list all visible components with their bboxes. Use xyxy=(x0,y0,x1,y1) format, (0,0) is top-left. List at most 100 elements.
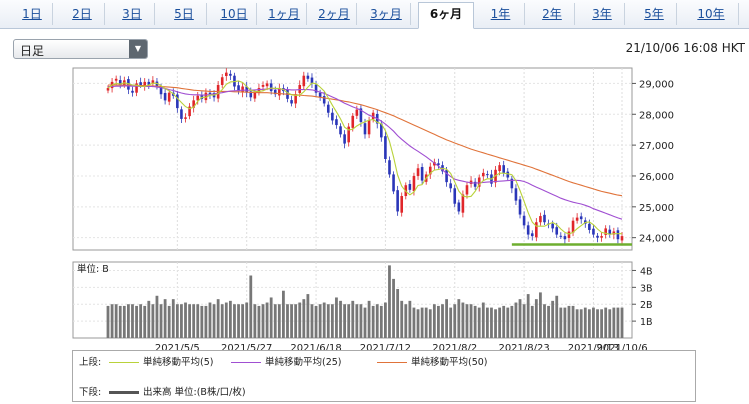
volume-bar xyxy=(465,304,469,338)
vy-tick-label: 1B xyxy=(640,317,653,328)
volume-bar xyxy=(604,307,608,338)
candle-body xyxy=(559,235,563,237)
vy-tick-label: 3B xyxy=(640,283,653,294)
volume-bar xyxy=(498,307,502,338)
candle-body xyxy=(543,214,546,223)
tab-4[interactable]: 10日 xyxy=(212,3,257,25)
volume-bar xyxy=(233,304,236,338)
candle-body xyxy=(188,106,191,117)
legend-upper-label: 上段: xyxy=(79,357,102,368)
volume-bar xyxy=(347,304,351,338)
tab-8[interactable]: 6ヶ月 xyxy=(418,2,474,29)
volume-bar xyxy=(314,305,318,338)
tab-1[interactable]: 2日 xyxy=(60,3,105,25)
tab-7[interactable]: 3ヶ月 xyxy=(362,3,411,25)
volume-bar xyxy=(294,304,298,338)
candle-body xyxy=(249,91,253,98)
tab-10[interactable]: 2年 xyxy=(530,3,575,25)
volume-bar xyxy=(249,275,253,338)
tab-13[interactable]: 10年 xyxy=(684,3,739,25)
volume-bar xyxy=(469,304,473,338)
candle-body xyxy=(220,77,224,85)
y-tick-label: 25,000 xyxy=(639,203,674,214)
volume-bar xyxy=(522,304,526,338)
candle-body xyxy=(461,194,465,213)
tab-0[interactable]: 1日 xyxy=(12,3,53,25)
candle-body xyxy=(355,109,359,116)
volume-bar xyxy=(567,305,571,338)
candle-body xyxy=(331,112,334,121)
volume-bar xyxy=(343,304,347,338)
candle-body xyxy=(498,165,501,172)
volume-bar xyxy=(526,294,530,338)
volume-bar xyxy=(216,299,220,338)
volume-bar xyxy=(563,307,567,338)
volume-bar xyxy=(510,305,514,338)
volume-bar xyxy=(383,302,387,338)
candle-body xyxy=(294,94,297,104)
tab-2[interactable]: 3日 xyxy=(110,3,155,25)
volume-bar xyxy=(290,304,293,338)
candle-body xyxy=(457,202,461,212)
volume-bar xyxy=(257,305,261,338)
volume-bar xyxy=(237,304,240,338)
volume-bar xyxy=(282,290,285,338)
candle-body xyxy=(339,126,342,135)
candle-body xyxy=(143,81,147,87)
tab-3[interactable]: 5日 xyxy=(162,3,207,25)
candle-body xyxy=(420,167,424,181)
volume-bar xyxy=(596,309,599,338)
legend: 上段: 単純移動平均(5) 単純移動平均(25) 単純移動平均(50) 下段: … xyxy=(72,350,696,402)
volume-bar xyxy=(600,309,604,338)
volume-bar xyxy=(196,304,200,338)
candle-body xyxy=(396,190,399,212)
volume-title: 単位: B xyxy=(77,263,109,275)
candle-body xyxy=(147,81,151,85)
volume-bar xyxy=(310,304,314,338)
volume-bar xyxy=(371,305,375,338)
volume-bar xyxy=(543,304,546,338)
y-tick-label: 29,000 xyxy=(639,79,674,90)
tab-12[interactable]: 5年 xyxy=(632,3,677,25)
volume-bar xyxy=(441,304,444,338)
candle-body xyxy=(620,236,624,241)
period-tabs: 1日 2日 3日 5日 10日 1ヶ月 2ヶ月 3ヶ月 6ヶ月 1年 2年 3年 5年 10年 xyxy=(0,0,749,29)
candle-body xyxy=(310,77,314,84)
volume-bar xyxy=(139,304,143,338)
legend-volume-swatch xyxy=(109,391,139,394)
volume-bar xyxy=(335,297,338,338)
tab-9[interactable]: 1年 xyxy=(477,3,525,25)
tab-5[interactable]: 1ヶ月 xyxy=(262,3,307,25)
volume-bar xyxy=(437,305,440,338)
candle-body xyxy=(241,86,244,93)
volume-bar xyxy=(518,299,522,338)
candle-body xyxy=(453,188,457,204)
candle-body xyxy=(367,120,371,135)
volume-bar xyxy=(265,302,269,338)
candle-body xyxy=(535,222,538,238)
volume-bar xyxy=(110,304,114,338)
candle-body xyxy=(135,83,138,93)
volume-bar xyxy=(143,305,147,338)
candle-body xyxy=(596,235,599,238)
volume-bar xyxy=(363,307,367,338)
candle-body xyxy=(322,96,326,104)
chevron-down-icon: ▼ xyxy=(129,40,147,58)
candle-body xyxy=(184,117,187,119)
volume-bar xyxy=(114,304,118,338)
candle-body xyxy=(563,236,567,240)
candle-body xyxy=(416,168,420,176)
x-tick-label: 2021/8/23 xyxy=(498,343,549,354)
volume-bar xyxy=(184,302,187,338)
candle-body xyxy=(486,174,489,176)
volume-bar xyxy=(339,300,342,338)
volume-bar xyxy=(375,304,379,338)
tab-6[interactable]: 2ヶ月 xyxy=(312,3,357,25)
candle-body xyxy=(408,183,412,190)
interval-select[interactable]: 日足 ▼ xyxy=(13,39,148,59)
candle-body xyxy=(155,81,159,87)
tab-11[interactable]: 3年 xyxy=(580,3,625,25)
volume-bar xyxy=(485,307,489,338)
candle-body xyxy=(412,175,416,192)
